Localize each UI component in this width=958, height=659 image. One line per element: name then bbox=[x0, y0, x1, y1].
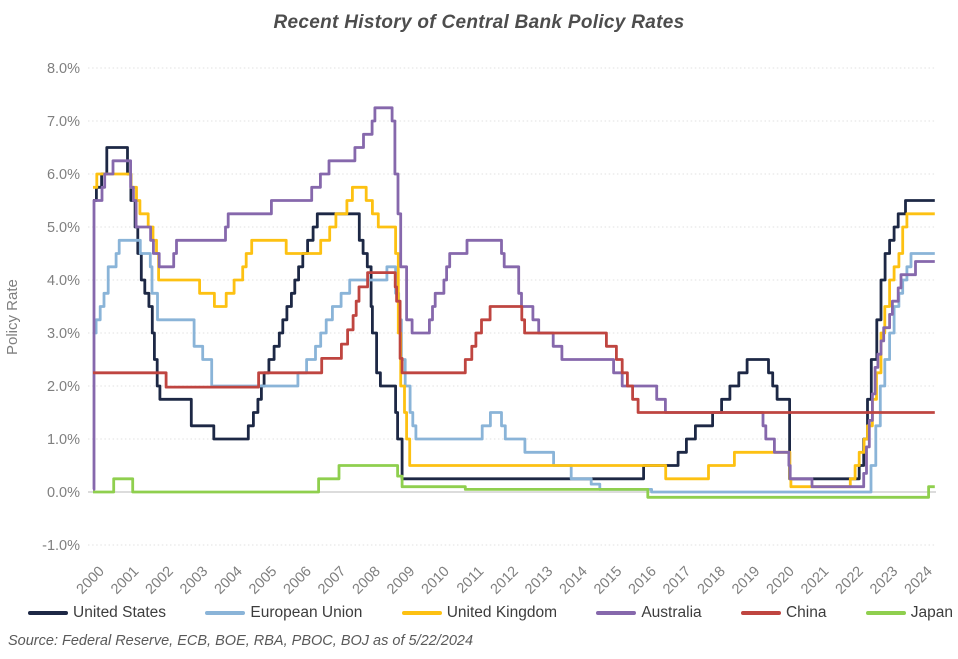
y-tick-label: 2.0% bbox=[47, 379, 80, 395]
legend-item-united-states: United States bbox=[28, 604, 166, 622]
legend-swatch-united-states bbox=[28, 611, 68, 615]
x-tick-label: 2016 bbox=[626, 564, 660, 598]
x-tick-label: 2020 bbox=[764, 564, 798, 598]
y-tick-label: 5.0% bbox=[47, 220, 80, 236]
legend-label: Australia bbox=[641, 604, 702, 621]
series-line-japan bbox=[93, 464, 935, 499]
x-tick-label: 2001 bbox=[108, 564, 142, 598]
x-tick-label: 2017 bbox=[660, 564, 694, 598]
x-tick-label: 2018 bbox=[695, 564, 729, 598]
series-line-european-union bbox=[93, 238, 935, 494]
legend-swatch-united-kingdom bbox=[401, 611, 442, 615]
x-tick-label: 2019 bbox=[729, 564, 763, 598]
y-tick-label: 6.0% bbox=[47, 167, 80, 183]
x-tick-label: 2000 bbox=[74, 564, 108, 598]
chart-title: Recent History of Central Bank Policy Ra… bbox=[273, 12, 685, 33]
x-tick-label: 2015 bbox=[591, 564, 625, 598]
x-tick-label: 2010 bbox=[419, 564, 453, 598]
x-tick-label: 2021 bbox=[798, 564, 832, 598]
y-tick-label: 7.0% bbox=[47, 114, 80, 130]
legend-item-european-union: European Union bbox=[205, 604, 362, 622]
y-tick-label: 4.0% bbox=[47, 273, 80, 289]
series-line-china bbox=[93, 271, 935, 414]
x-tick-label: 2023 bbox=[867, 564, 901, 598]
legend-item-china: China bbox=[740, 604, 827, 622]
series-line-australia bbox=[92, 106, 935, 491]
legend-label: United States bbox=[73, 604, 167, 621]
x-tick-label: 2014 bbox=[557, 564, 591, 598]
legend: United States European Union United Kingdo… bbox=[28, 600, 953, 626]
y-tick-label: 3.0% bbox=[47, 326, 80, 342]
x-tick-label: 2013 bbox=[522, 564, 556, 598]
legend-item-japan: Japan bbox=[865, 604, 953, 622]
y-tick-label: 0.0% bbox=[47, 485, 80, 501]
x-tick-label: 2011 bbox=[454, 564, 487, 597]
y-tick-label: -1.0% bbox=[42, 538, 80, 554]
legend-label: European Union bbox=[250, 604, 363, 621]
legend-swatch-european-union bbox=[205, 611, 246, 615]
legend-swatch-australia bbox=[596, 611, 637, 615]
x-tick-label: 2009 bbox=[384, 564, 418, 598]
x-tick-label: 2002 bbox=[143, 564, 177, 598]
legend-swatch-japan bbox=[865, 611, 906, 615]
source-note: Source: Federal Reserve, ECB, BOE, RBA, … bbox=[8, 633, 474, 649]
x-tick-label: 2003 bbox=[177, 564, 211, 598]
x-tick-label: 2022 bbox=[833, 564, 867, 598]
y-tick-label: 1.0% bbox=[47, 432, 80, 448]
legend-item-australia: Australia bbox=[596, 604, 702, 622]
x-tick-label: 2008 bbox=[350, 564, 384, 598]
series-line-united-states bbox=[93, 146, 935, 481]
x-tick-label: 2024 bbox=[902, 564, 936, 598]
legend-label: Japan bbox=[910, 604, 953, 621]
legend-item-united-kingdom: United Kingdom bbox=[401, 604, 558, 622]
legend-swatch-china bbox=[740, 611, 781, 615]
x-tick-label: 2007 bbox=[315, 564, 349, 598]
y-tick-label: 8.0% bbox=[47, 61, 80, 77]
x-tick-label: 2006 bbox=[281, 564, 315, 598]
x-tick-label: 2012 bbox=[488, 564, 522, 598]
x-tick-label: 2004 bbox=[212, 564, 246, 598]
legend-label: United Kingdom bbox=[446, 604, 558, 621]
legend-label: China bbox=[785, 604, 827, 621]
series-line-united-kingdom bbox=[93, 172, 935, 489]
x-tick-label: 2005 bbox=[246, 564, 280, 598]
